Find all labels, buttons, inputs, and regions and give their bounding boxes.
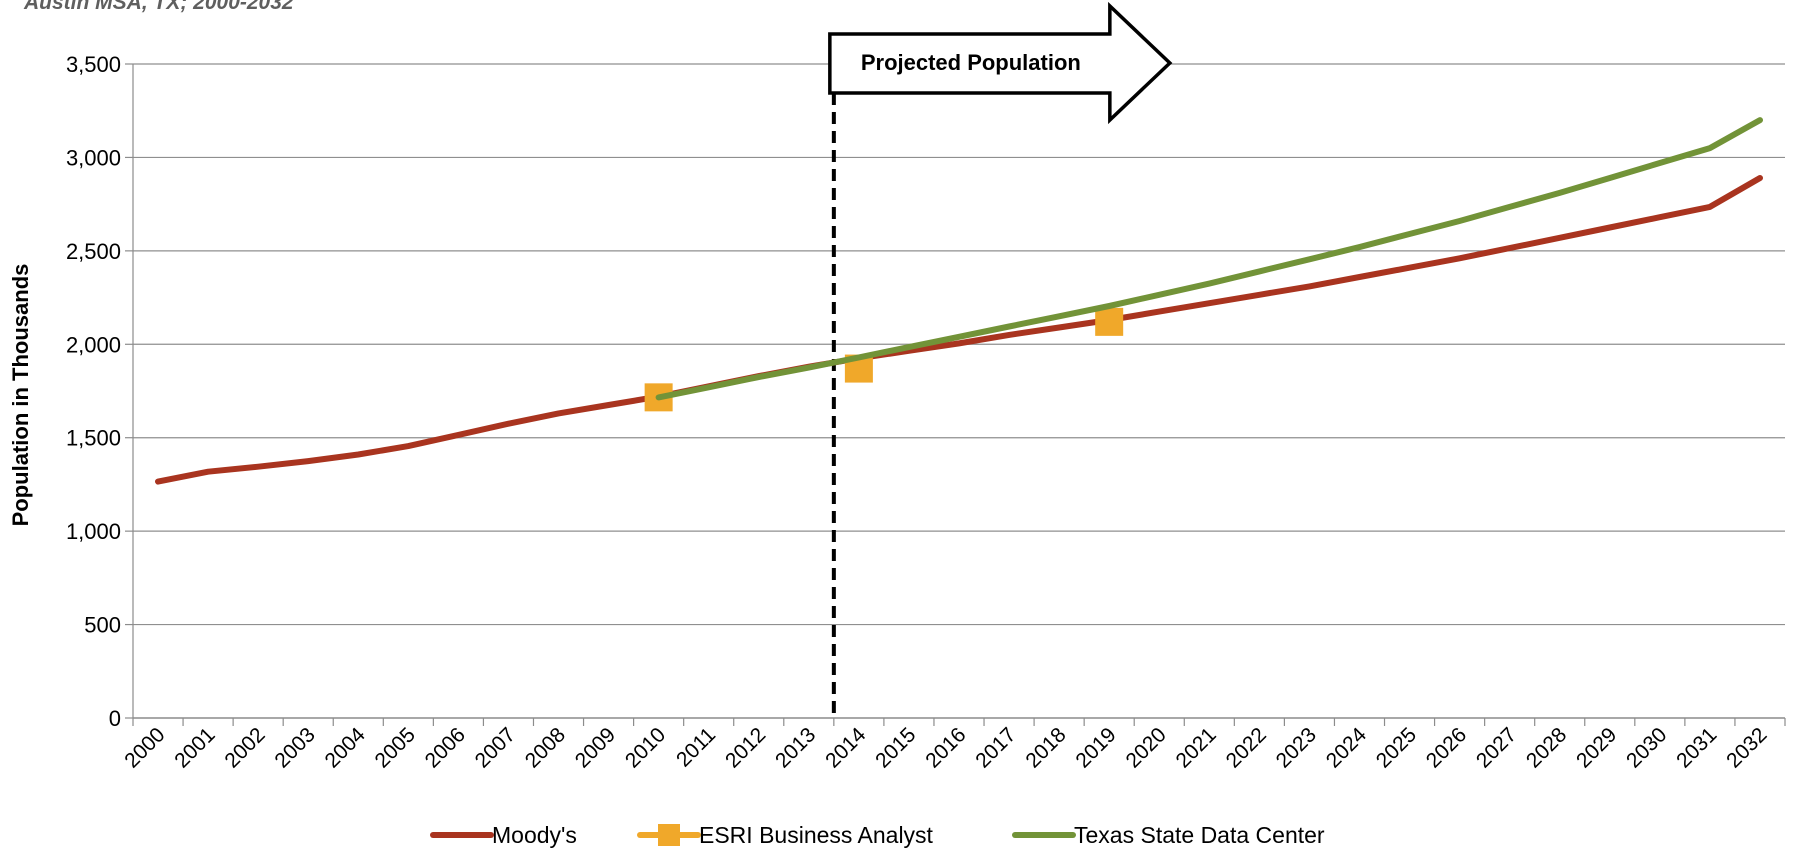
projection-annotation: Projected Population — [828, 1, 1173, 718]
x-tick-label: 2012 — [721, 723, 770, 772]
x-tick-label: 2024 — [1322, 723, 1372, 773]
x-tick-label: 2023 — [1272, 723, 1321, 772]
x-tick-label: 2017 — [971, 723, 1020, 772]
chart-subtitle: Austin MSA, TX; 2000-2032 — [24, 0, 294, 14]
x-tick-label: 2005 — [371, 723, 420, 772]
series-group — [155, 117, 1763, 485]
x-tick-label: 2029 — [1572, 723, 1621, 772]
x-tick-label: 2006 — [421, 723, 470, 772]
x-tick-label: 2003 — [270, 723, 319, 772]
y-axis-ticks: 0 500 1,000 1,500 2,000 2,500 3,000 3,500 — [66, 52, 134, 731]
x-tick-label: 2014 — [821, 723, 871, 773]
legend-label: ESRI Business Analyst — [699, 822, 934, 848]
x-tick-label: 2010 — [621, 723, 670, 772]
x-tick-label: 2026 — [1422, 723, 1471, 772]
x-tick-label: 2018 — [1021, 723, 1070, 772]
projection-arrow — [828, 1, 1173, 125]
y-tick-label: 3,000 — [66, 145, 121, 170]
x-tick-label: 2019 — [1071, 723, 1120, 772]
x-tick-label: 2030 — [1622, 723, 1671, 772]
y-tick-label: 1,000 — [66, 519, 121, 544]
x-tick-label: 2021 — [1172, 723, 1221, 772]
series-texas-state-data-center-line — [655, 117, 1763, 401]
x-tick-label: 2004 — [321, 723, 371, 773]
y-tick-label: 500 — [84, 613, 121, 638]
x-tick-label: 2032 — [1722, 723, 1771, 772]
x-tick-label: 2015 — [871, 723, 920, 772]
x-tick-label: 2002 — [220, 723, 269, 772]
x-tick-label: 2020 — [1121, 723, 1170, 772]
legend-swatch-marker — [658, 824, 680, 846]
x-tick-label: 2016 — [921, 723, 970, 772]
legend: Moody's ESRI Business Analyst Texas State … — [430, 822, 1325, 848]
legend-label: Texas State Data Center — [1074, 822, 1325, 848]
x-tick-label: 2000 — [120, 723, 169, 772]
x-tick-label: 2025 — [1372, 723, 1421, 772]
y-tick-label: 0 — [109, 706, 121, 731]
x-tick-label: 2027 — [1472, 723, 1521, 772]
series-esri-business-analyst-marker — [1095, 307, 1124, 336]
x-tick-label: 2013 — [771, 723, 820, 772]
gridlines — [133, 63, 1785, 719]
y-tick-label: 2,000 — [66, 332, 121, 357]
projection-label: Projected Population — [861, 50, 1081, 75]
x-tick-label: 2009 — [571, 723, 620, 772]
legend-label: Moody's — [492, 822, 577, 848]
x-tick-label: 2007 — [471, 723, 520, 772]
x-tick-label: 2022 — [1222, 723, 1271, 772]
x-tick-label: 2031 — [1672, 723, 1721, 772]
y-tick-label: 1,500 — [66, 426, 121, 451]
y-tick-label: 3,500 — [66, 52, 121, 77]
x-axis-ticks: 2000 2001 2002 2003 2004 2005 2006 2007 2008 2009… — [120, 718, 1786, 773]
x-tick-label: 2028 — [1522, 723, 1571, 772]
x-tick-label: 2008 — [521, 723, 570, 772]
x-tick-label: 2001 — [170, 723, 219, 772]
series-moody-s-line — [155, 175, 1763, 485]
x-tick-label: 2011 — [672, 723, 720, 771]
y-tick-label: 2,500 — [66, 239, 121, 264]
